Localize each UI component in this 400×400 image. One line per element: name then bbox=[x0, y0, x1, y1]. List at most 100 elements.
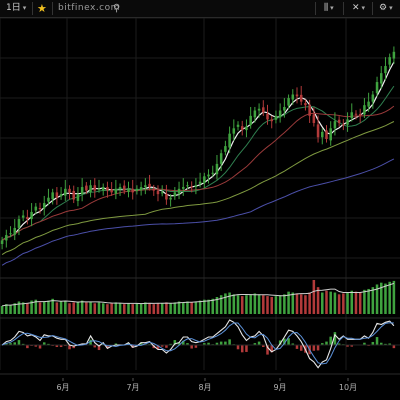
candle-body bbox=[283, 106, 286, 111]
volume-bar bbox=[13, 303, 17, 314]
volume-bar bbox=[118, 303, 122, 314]
volume-bar bbox=[384, 283, 387, 314]
candle-body bbox=[42, 203, 46, 209]
osc-histogram-bar bbox=[333, 332, 337, 346]
volume-bar bbox=[333, 292, 337, 314]
osc-histogram-bar bbox=[17, 340, 21, 346]
candle-body bbox=[245, 126, 248, 131]
osc-histogram-bar bbox=[97, 345, 101, 351]
osc-histogram-bar bbox=[219, 341, 223, 346]
candle-body bbox=[177, 188, 181, 194]
candle-body bbox=[198, 181, 202, 184]
candle-body bbox=[207, 174, 210, 177]
volume-bar bbox=[283, 294, 286, 314]
volume-bar bbox=[68, 303, 71, 314]
chart-toolbar: 1日 ▾ ★ bitfinex.com ⚲ ⫼ ▾ ✕ ▾ ⚙ ▾ bbox=[0, 0, 400, 18]
osc-histogram-bar bbox=[350, 345, 354, 347]
osc-histogram-bar bbox=[253, 343, 257, 346]
osc-histogram-bar bbox=[224, 341, 227, 346]
volume-bar bbox=[156, 303, 160, 314]
volume-bar bbox=[127, 303, 130, 314]
interval-selector[interactable]: 1日 ▾ bbox=[6, 0, 26, 17]
osc-histogram-bar bbox=[26, 345, 29, 349]
chevron-down-icon: ▾ bbox=[389, 4, 393, 12]
osc-histogram-bar bbox=[379, 342, 383, 346]
chevron-down-icon: ▾ bbox=[330, 4, 334, 12]
volume-bar bbox=[131, 304, 134, 314]
candle-body bbox=[270, 119, 273, 122]
candle-body bbox=[312, 114, 316, 123]
candle-body bbox=[375, 82, 379, 94]
candle-body bbox=[0, 240, 4, 244]
candle-body bbox=[85, 185, 88, 191]
star-icon[interactable]: ★ bbox=[37, 2, 47, 15]
candle-body bbox=[89, 185, 92, 193]
candle-body bbox=[333, 121, 337, 129]
osc-histogram-bar bbox=[287, 338, 290, 346]
osc-histogram-bar bbox=[38, 345, 42, 349]
candle-body bbox=[262, 107, 265, 113]
osc-histogram-bar bbox=[388, 343, 391, 346]
osc-main-line bbox=[1, 319, 395, 369]
volume-bar bbox=[262, 295, 265, 314]
volume-bar bbox=[371, 287, 375, 314]
osc-histogram-bar bbox=[177, 342, 181, 346]
volume-bar bbox=[274, 296, 278, 314]
candle-body bbox=[203, 176, 206, 184]
candle-body bbox=[47, 197, 50, 202]
drawing-tools-button[interactable]: ✕ ▾ bbox=[352, 0, 365, 17]
crosshair-tools-icon: ✕ bbox=[352, 3, 360, 13]
volume-bar bbox=[379, 282, 383, 314]
time-tick-label: 7月 bbox=[126, 383, 139, 392]
volume-bar bbox=[47, 300, 50, 314]
candle-body bbox=[21, 215, 25, 218]
osc-histogram-bar bbox=[266, 345, 269, 355]
candle-body bbox=[299, 94, 303, 102]
oscillator-pane bbox=[0, 319, 400, 369]
osc-histogram-bar bbox=[181, 340, 185, 346]
candle-body bbox=[371, 94, 375, 102]
ma-slow-line bbox=[1, 105, 395, 241]
candle-body bbox=[278, 110, 282, 118]
volume-bar bbox=[42, 301, 46, 314]
candle-body bbox=[127, 188, 130, 193]
candle-body bbox=[5, 235, 8, 241]
price-chart[interactable]: 6月 7月 8月 9月 10月 bbox=[0, 18, 400, 400]
candle-body bbox=[257, 108, 261, 111]
candle-body bbox=[367, 101, 370, 107]
candle-body bbox=[329, 128, 332, 141]
volume-bar bbox=[30, 300, 33, 314]
volume-bar bbox=[181, 302, 185, 314]
pin-icon[interactable]: ⚲ bbox=[113, 3, 121, 14]
volume-bar bbox=[186, 301, 189, 314]
volume-bar bbox=[165, 302, 168, 314]
osc-histogram-bar bbox=[59, 345, 63, 348]
volume-bar bbox=[337, 294, 341, 314]
candle-body bbox=[34, 206, 38, 211]
candle-body bbox=[160, 192, 164, 194]
candle-body bbox=[384, 66, 387, 74]
volume-bar bbox=[198, 300, 202, 314]
candle-body bbox=[59, 194, 63, 197]
candle-body bbox=[240, 126, 244, 131]
indicators-button[interactable]: ⫼ ▾ bbox=[324, 0, 334, 17]
volume-bar bbox=[245, 295, 248, 314]
settings-button[interactable]: ⚙ ▾ bbox=[379, 0, 393, 17]
osc-histogram-bar bbox=[203, 343, 206, 346]
candle-body bbox=[139, 187, 143, 191]
volume-bar bbox=[101, 303, 105, 314]
volume-bar bbox=[321, 292, 324, 314]
candle-body bbox=[173, 192, 177, 197]
candle-body bbox=[211, 172, 215, 174]
candle-body bbox=[9, 233, 12, 235]
osc-histogram-bar bbox=[93, 345, 97, 348]
candle-body bbox=[392, 51, 396, 59]
time-tick-label: 9月 bbox=[273, 383, 286, 392]
chart-grid bbox=[0, 18, 400, 375]
volume-bar bbox=[177, 301, 181, 314]
volume-bar bbox=[72, 302, 75, 314]
candle-body bbox=[346, 119, 349, 125]
candle-body bbox=[363, 105, 366, 115]
candle-body bbox=[342, 124, 345, 126]
volume-bar bbox=[34, 299, 38, 314]
